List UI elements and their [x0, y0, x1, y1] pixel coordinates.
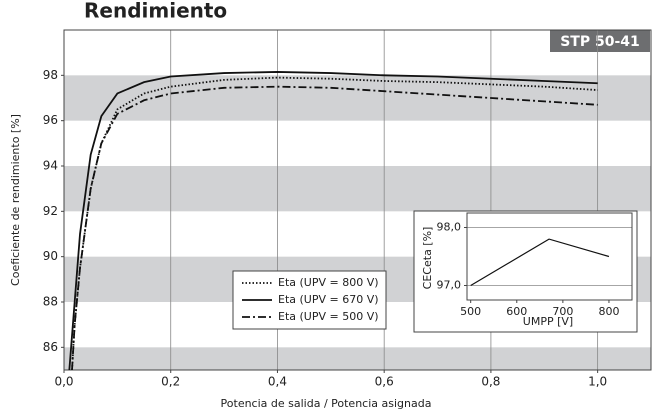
y-tick-label: 98: [43, 68, 58, 82]
series-line: [68, 71, 598, 371]
main-plot: 86 88 90 92 94 96 98 0,0 0,2 0,4 0,6 0,8 1,0: [43, 29, 652, 389]
inset-x-label: UMPP [V]: [523, 315, 573, 328]
chart-title: Rendimiento: [84, 0, 227, 23]
plot-border: [466, 212, 633, 301]
y-tick-label: 94: [43, 159, 58, 173]
x-tick-label: 0,6: [375, 375, 394, 389]
badge-bg: [550, 30, 650, 52]
legend-label: Eta (UPV = 500 V): [278, 310, 379, 323]
x-tick-label: 800: [598, 305, 619, 318]
legend-label: Eta (UPV = 670 V): [278, 293, 379, 306]
band: [64, 166, 651, 212]
x-tick-label: 1,0: [588, 375, 607, 389]
legend-label: Eta (UPV = 800 V): [278, 276, 379, 289]
x-tick-label: 0,2: [161, 375, 180, 389]
series-line: [470, 238, 610, 287]
y-tick-label: 97,0: [437, 279, 462, 292]
y-tick-label: 96: [43, 113, 58, 127]
x-tick-label: 600: [506, 305, 527, 318]
x-tick-label: 0,0: [54, 375, 73, 389]
y-tick-label: 88: [43, 295, 58, 309]
x-tick-label: 700: [552, 305, 573, 318]
badge: STP 50-41: [560, 34, 640, 50]
x-axis-label: Potencia de salida / Potencia asignada: [221, 397, 432, 410]
inset-y-label: CECeta [%]: [421, 227, 434, 290]
x-tick-label: 0,4: [268, 375, 287, 389]
inset-plot: 97,0 98,0 500 600 700 800: [437, 212, 633, 318]
band: [64, 347, 651, 370]
band: [64, 75, 651, 121]
y-tick-label: 92: [43, 204, 58, 218]
y-tick-label: 98,0: [437, 221, 462, 234]
y-tick-label: 90: [43, 249, 58, 263]
series-line: [71, 85, 598, 371]
inset-box: [413, 210, 638, 333]
y-axis-label: Coeficiente de rendimiento [%]: [9, 114, 22, 286]
plot-border: [63, 29, 652, 371]
legend: Eta (UPV = 800 V) Eta (UPV = 670 V) Eta (U…: [242, 276, 379, 323]
x-tick-label: 0,8: [481, 375, 500, 389]
x-tick-label: 500: [460, 305, 481, 318]
y-tick-label: 86: [43, 340, 58, 354]
